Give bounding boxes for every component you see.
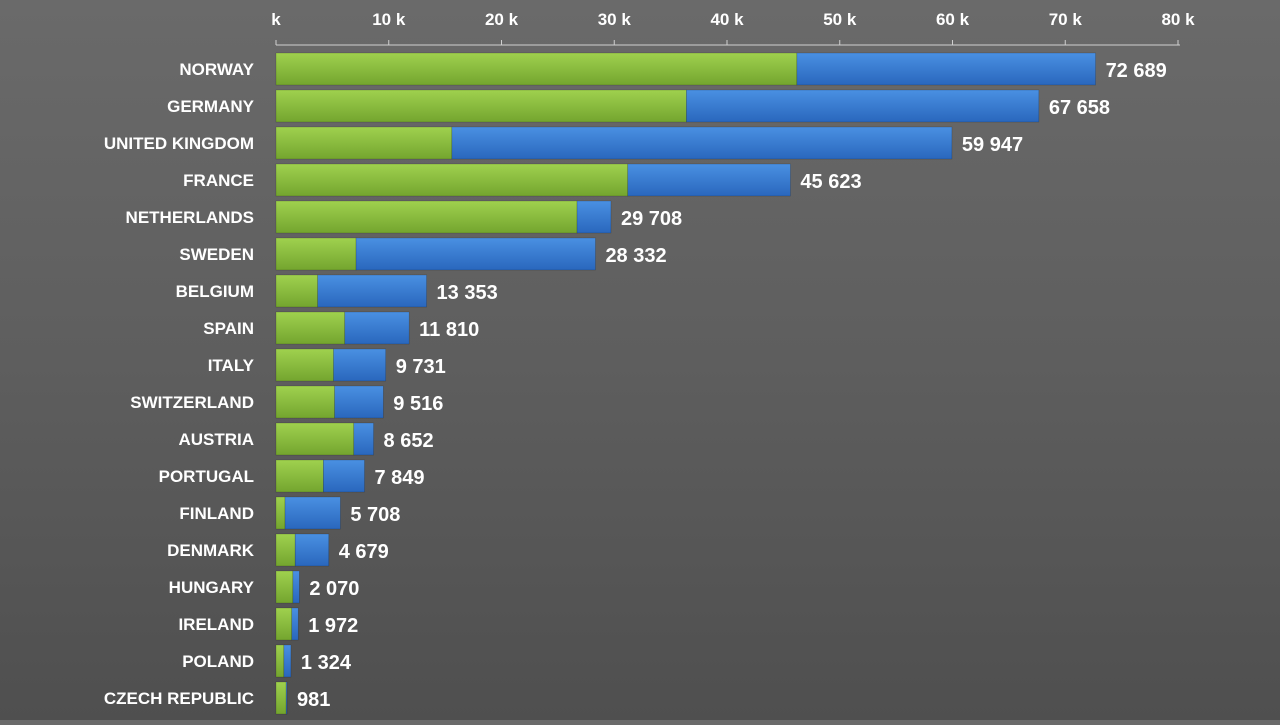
- bar-segment-blue: [451, 126, 953, 160]
- x-tick-label: 30 k: [598, 10, 632, 29]
- category-label: FINLAND: [179, 504, 254, 523]
- bar-segment-blue: [576, 200, 612, 234]
- x-tick-label: 50 k: [823, 10, 857, 29]
- category-label: BELGIUM: [176, 282, 254, 301]
- x-tick-label: k: [271, 10, 281, 29]
- bars-group: [275, 52, 1096, 715]
- bar-segment-blue: [796, 52, 1096, 86]
- total-value-label: 2 070: [309, 578, 359, 600]
- bar-segment-green: [275, 163, 629, 197]
- x-tick-label: 60 k: [936, 10, 970, 29]
- bar-segment-green: [275, 200, 578, 234]
- category-label: NETHERLANDS: [126, 208, 254, 227]
- x-tick-label: 40 k: [710, 10, 744, 29]
- bar-segment-blue: [285, 681, 288, 715]
- category-label: POLAND: [182, 652, 254, 671]
- bar-segment-blue: [627, 163, 791, 197]
- total-value-label: 72 689: [1106, 60, 1167, 82]
- category-label: SWITZERLAND: [130, 393, 254, 412]
- bar-segment-green: [275, 681, 287, 715]
- category-label: PORTUGAL: [159, 467, 254, 486]
- category-label: FRANCE: [183, 171, 254, 190]
- bar-segment-green: [275, 533, 296, 567]
- x-tick-label: 80 k: [1161, 10, 1195, 29]
- x-axis: k 10 k 20 k 30 k 40 k 50 k 60 k 70 k 80 k: [271, 10, 1195, 46]
- x-tick-label: 10 k: [372, 10, 406, 29]
- bar-segment-blue: [294, 533, 330, 567]
- bar-segment-blue: [284, 496, 341, 530]
- bar-segment-blue: [333, 348, 387, 382]
- bar-segment-green: [275, 496, 286, 530]
- category-label: ITALY: [208, 356, 255, 375]
- bar-segment-green: [275, 570, 294, 604]
- bar-segment-green: [275, 348, 334, 382]
- total-value-label: 4 679: [339, 541, 389, 563]
- bar-segment-blue: [344, 311, 410, 345]
- total-value-label: 45 623: [800, 171, 861, 193]
- bar-segment-green: [275, 237, 357, 271]
- bar-segment-green: [275, 422, 355, 456]
- bar-segment-green: [275, 607, 293, 641]
- x-tick-label: 70 k: [1049, 10, 1083, 29]
- category-label: SPAIN: [203, 319, 254, 338]
- bar-segment-blue: [334, 385, 384, 419]
- category-label: AUSTRIA: [178, 430, 254, 449]
- x-tick-label: 20 k: [485, 10, 519, 29]
- labels-group: NORWAY 72 689 GERMANY 67 658 UNITED KINGDOM 5…: [104, 60, 1167, 711]
- bar-segment-green: [275, 644, 285, 678]
- total-value-label: 28 332: [605, 245, 666, 267]
- total-value-label: 13 353: [437, 282, 498, 304]
- bar-segment-green: [275, 311, 346, 345]
- bar-segment-blue: [283, 644, 292, 678]
- category-label: CZECH REPUBLIC: [104, 689, 254, 708]
- total-value-label: 981: [297, 689, 330, 711]
- total-value-label: 7 849: [374, 467, 424, 489]
- bar-segment-blue: [291, 607, 299, 641]
- total-value-label: 9 516: [393, 393, 443, 415]
- total-value-label: 8 652: [384, 430, 434, 452]
- bar-segment-green: [275, 459, 324, 493]
- total-value-label: 11 810: [419, 319, 479, 341]
- total-value-label: 1 972: [308, 615, 358, 637]
- total-value-label: 1 324: [301, 652, 352, 674]
- bar-segment-green: [275, 274, 319, 308]
- bar-segment-blue: [686, 89, 1040, 123]
- category-label: HUNGARY: [169, 578, 255, 597]
- bar-segment-blue: [317, 274, 427, 308]
- category-label: GERMANY: [167, 97, 255, 116]
- total-value-label: 29 708: [621, 208, 682, 230]
- bar-segment-blue: [292, 570, 300, 604]
- category-label: IRELAND: [178, 615, 254, 634]
- total-value-label: 9 731: [396, 356, 446, 378]
- category-label: NORWAY: [179, 60, 254, 79]
- bar-segment-blue: [353, 422, 374, 456]
- bar-segment-green: [275, 126, 453, 160]
- total-value-label: 59 947: [962, 134, 1023, 156]
- bar-segment-blue: [323, 459, 365, 493]
- category-label: UNITED KINGDOM: [104, 134, 254, 153]
- category-label: DENMARK: [167, 541, 255, 560]
- bar-segment-green: [275, 52, 798, 86]
- bar-segment-green: [275, 89, 687, 123]
- total-value-label: 5 708: [350, 504, 400, 526]
- category-label: SWEDEN: [179, 245, 254, 264]
- bar-segment-green: [275, 385, 335, 419]
- bar-segment-blue: [355, 237, 596, 271]
- total-value-label: 67 658: [1049, 97, 1110, 119]
